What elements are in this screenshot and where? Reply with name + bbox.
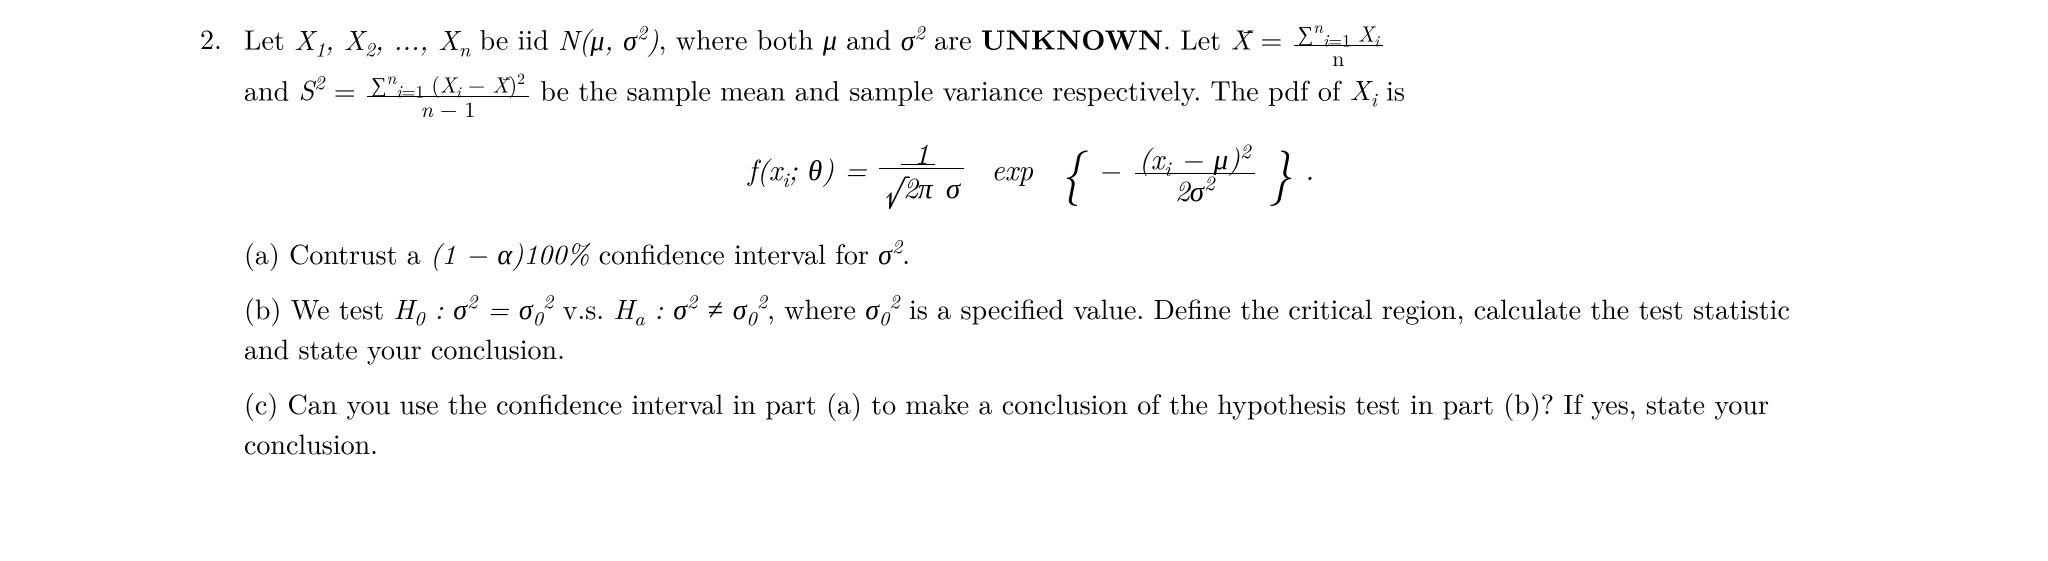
text: be iid [470,19,558,59]
text: is [1377,69,1405,109]
exp-text: exp [977,148,1048,189]
part-c-label: (c) [244,383,288,423]
part-a-label: (a) [244,233,289,273]
text: , where [767,288,865,328]
math-Xi: Xi [1350,69,1377,109]
text: . Let [1163,19,1230,59]
text: are [925,19,981,59]
problem-2: 2. Let X1, X2, ..., Xn be iid N(μ, σ2), … [200,18,1818,464]
exp-den: 2σ2 [1135,174,1255,204]
document-page: 2. Let X1, X2, ..., Xn be iid N(μ, σ2), … [0,0,2048,488]
H0: H0 : σ2 = σ02 [393,288,553,328]
neg: − [1098,148,1120,189]
s2-fraction: ∑ni=1 (Xi − X̄)2n − 1 [367,69,529,120]
text: We test [291,288,394,328]
text: confidence interval for [589,233,878,273]
math-sigma2: σ2 [901,19,925,59]
text: = [1251,19,1291,59]
pdf-coeff-den: √2π σ [879,169,964,209]
text: = [325,69,365,109]
text: . [902,233,910,273]
sub-parts: (a) Contrust a (1 − α)100% confidence in… [244,233,1818,464]
text: and [244,69,298,109]
s2-den: n − 1 [367,97,529,120]
text: Can you use the confidence interval in p… [244,383,1769,464]
problem-intro: Let X1, X2, ..., Xn be iid N(μ, σ2), whe… [244,18,1818,120]
pdf-coeff-frac: 1 √2π σ [879,138,964,209]
xbar-den: n [1294,46,1383,69]
pdf-lhs: f(xi; θ) = [748,148,877,189]
pdf-display-equation: f(xi; θ) = 1 √2π σ exp { − (xi − μ)2 2σ2… [244,138,1818,209]
part-c: (c) Can you use the confidence interval … [244,383,1818,464]
sigma02: σ02 [865,288,899,328]
part-b: (b) We test H0 : σ2 = σ02 v.s. Ha : σ2 ≠… [244,288,1818,369]
text: , where both [659,19,823,59]
period: . [1305,148,1314,189]
Ha: Ha : σ2 ≠ σ02 [613,288,767,328]
vs: v.s. [553,288,613,328]
part-a: (a) Contrust a (1 − α)100% confidence in… [244,233,1818,274]
math-mu: μ [823,19,837,59]
text: be the sample mean and sample variance r… [531,69,1350,109]
math-sequence: X1, X2, ..., Xn [294,19,470,59]
xbar-fraction: ∑ni=1 Xin [1294,18,1383,69]
text: Let [244,19,294,59]
part-b-label: (b) [244,288,291,328]
exp-frac: (xi − μ)2 2σ2 [1135,143,1255,204]
math-dist: N(μ, σ2) [558,19,659,59]
ci-expr: (1 − α)100% [430,233,589,273]
math-xbar: X̄ [1230,19,1251,59]
text: Contrust a [289,233,430,273]
sigma2-b: σ2 [878,233,902,273]
math-S2: S2 [298,69,324,109]
problem-number: 2. [200,18,222,59]
unknown-bold: UNKNOWN [981,19,1163,59]
text: and [837,19,901,59]
